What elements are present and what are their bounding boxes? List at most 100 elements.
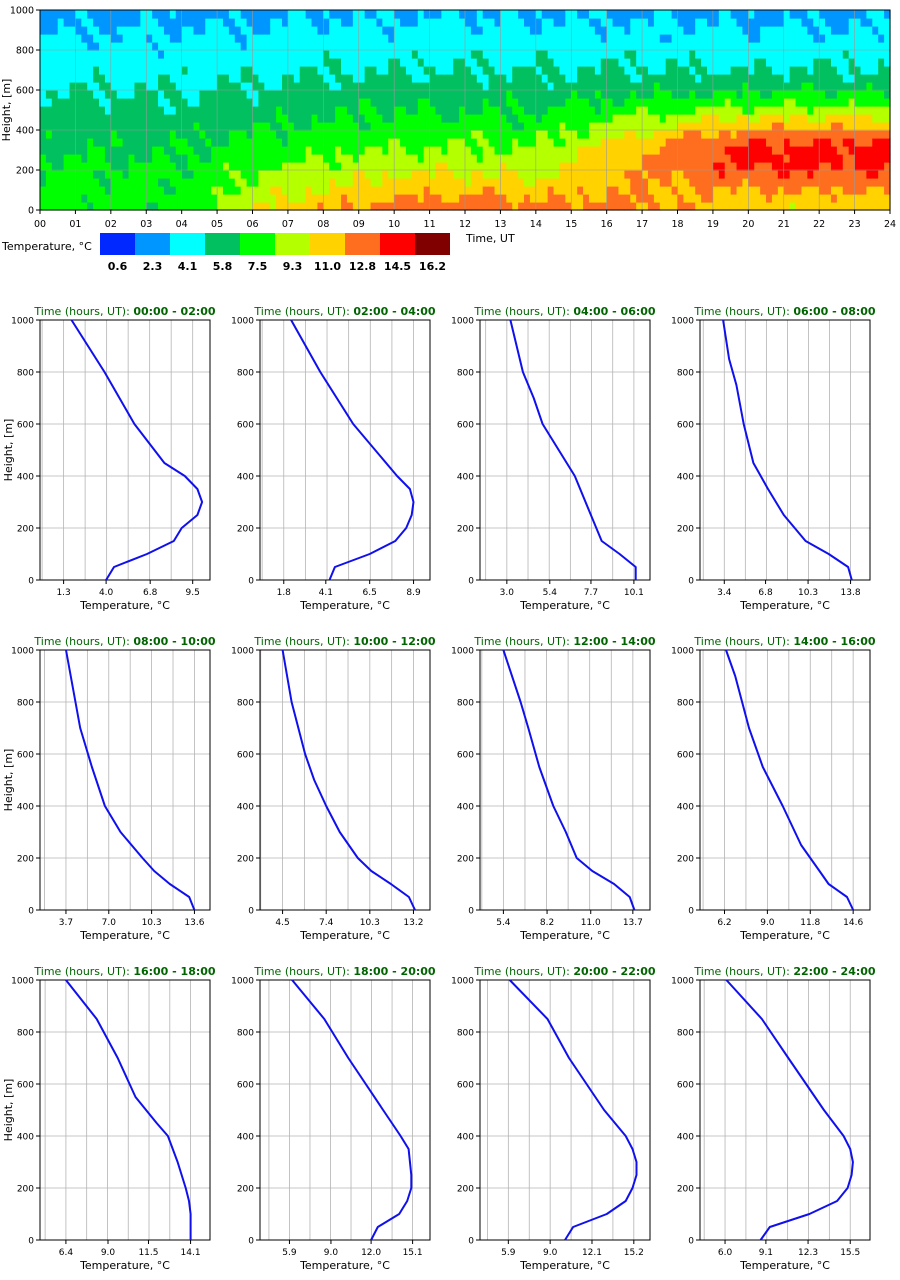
heatmap-cell: [128, 18, 136, 27]
heatmap-cell: [317, 10, 324, 19]
heatmap-cell: [801, 90, 808, 99]
heatmap-cell: [665, 34, 673, 43]
heatmap-cell: [317, 34, 324, 43]
heatmap-cell: [624, 74, 631, 83]
heatmap-cell: [636, 178, 643, 187]
heatmap-cell: [417, 10, 425, 19]
heatmap-cell: [69, 202, 77, 211]
heatmap-cell: [311, 146, 319, 155]
heatmap-cell: [606, 98, 614, 107]
heatmap-cell: [588, 146, 596, 155]
heatmap-cell: [441, 42, 448, 51]
heatmap-cell: [299, 34, 307, 43]
heatmap-cell: [293, 178, 301, 187]
heatmap-cell: [825, 154, 832, 163]
heatmap-cell: [884, 138, 891, 147]
heatmap-cell: [116, 66, 124, 75]
heatmap-cell: [175, 154, 183, 163]
heatmap-cell: [636, 58, 643, 67]
heatmap-cell: [240, 98, 248, 107]
panel-title: Time (hours, UT): 06:00 - 08:00: [693, 305, 876, 318]
heatmap-cell: [199, 10, 206, 19]
heatmap-cell: [500, 114, 507, 123]
heatmap-cell: [559, 162, 566, 171]
heatmap-cell: [199, 106, 206, 115]
heatmap-cell: [695, 90, 702, 99]
heatmap-cell: [813, 58, 820, 67]
heatmap-cell: [293, 82, 301, 91]
heatmap-cell: [400, 34, 407, 43]
heatmap-cell: [169, 10, 177, 19]
heatmap-cell: [211, 66, 218, 75]
heatmap-cell: [724, 138, 732, 147]
heatmap-cell: [405, 186, 413, 195]
heatmap-cell: [529, 106, 537, 115]
heatmap-cell: [712, 154, 720, 163]
heatmap-cell: [801, 98, 808, 107]
heatmap-cell: [411, 114, 419, 123]
heatmap-cell: [659, 170, 667, 179]
heatmap-cell: [766, 58, 773, 67]
heatmap-x-tick-label: 18: [671, 219, 683, 230]
heatmap-cell: [352, 186, 360, 195]
heatmap-cell: [547, 122, 555, 131]
heatmap-cell: [234, 130, 242, 139]
heatmap-cell: [659, 154, 667, 163]
heatmap-cell: [370, 178, 378, 187]
heatmap-cell: [400, 90, 407, 99]
heatmap-cell: [789, 82, 797, 91]
heatmap-cell: [671, 162, 679, 171]
heatmap-cell: [128, 34, 136, 43]
heatmap-cell: [718, 66, 726, 75]
heatmap-cell: [553, 66, 561, 75]
heatmap-cell: [860, 74, 867, 83]
heatmap-cell: [813, 186, 820, 195]
heatmap-cell: [878, 114, 885, 123]
heatmap-cell: [724, 42, 732, 51]
heatmap-cell: [795, 98, 803, 107]
heatmap-cell: [341, 194, 348, 203]
heatmap-cell: [488, 186, 496, 195]
heatmap-cell: [388, 74, 395, 83]
heatmap-cell: [866, 162, 873, 171]
heatmap-cell: [63, 74, 71, 83]
panel-y-tick-label: 800: [17, 1029, 34, 1039]
heatmap-cell: [500, 34, 507, 43]
heatmap-cell: [736, 26, 744, 35]
heatmap-cell: [57, 194, 65, 203]
heatmap-cell: [116, 58, 124, 67]
heatmap-cell: [677, 202, 684, 211]
heatmap-cell: [612, 106, 620, 115]
heatmap-cell: [270, 114, 277, 123]
heatmap-cell: [535, 42, 543, 51]
heatmap-cell: [211, 90, 218, 99]
heatmap-cell: [75, 114, 82, 123]
heatmap-cell: [293, 122, 301, 131]
heatmap-cell: [647, 18, 655, 27]
heatmap-cell: [346, 82, 354, 91]
heatmap-cell: [335, 66, 342, 75]
heatmap-cell: [199, 74, 206, 83]
heatmap-cell: [258, 154, 265, 163]
panel-x-tick-label: 6.5: [363, 588, 377, 598]
heatmap-cell: [228, 146, 236, 155]
heatmap-cell: [169, 58, 177, 67]
heatmap-y-tick-label: 200: [16, 166, 34, 177]
heatmap-cell: [630, 130, 637, 139]
heatmap-cell: [441, 26, 448, 35]
panel-y-tick-label: 0: [468, 577, 474, 587]
heatmap-cell: [665, 66, 673, 75]
heatmap-cell: [199, 42, 206, 51]
heatmap-cell: [411, 146, 419, 155]
heatmap-cell: [128, 170, 136, 179]
heatmap-cell: [246, 178, 254, 187]
heatmap-cell: [659, 122, 667, 131]
heatmap-cell: [594, 42, 602, 51]
heatmap-cell: [405, 10, 413, 19]
panel-y-tick-label: 800: [677, 1029, 694, 1039]
heatmap-cell: [258, 58, 265, 67]
heatmap-cell: [695, 194, 702, 203]
heatmap-cell: [341, 186, 348, 195]
heatmap-cell: [647, 42, 655, 51]
heatmap-cell: [116, 122, 124, 131]
